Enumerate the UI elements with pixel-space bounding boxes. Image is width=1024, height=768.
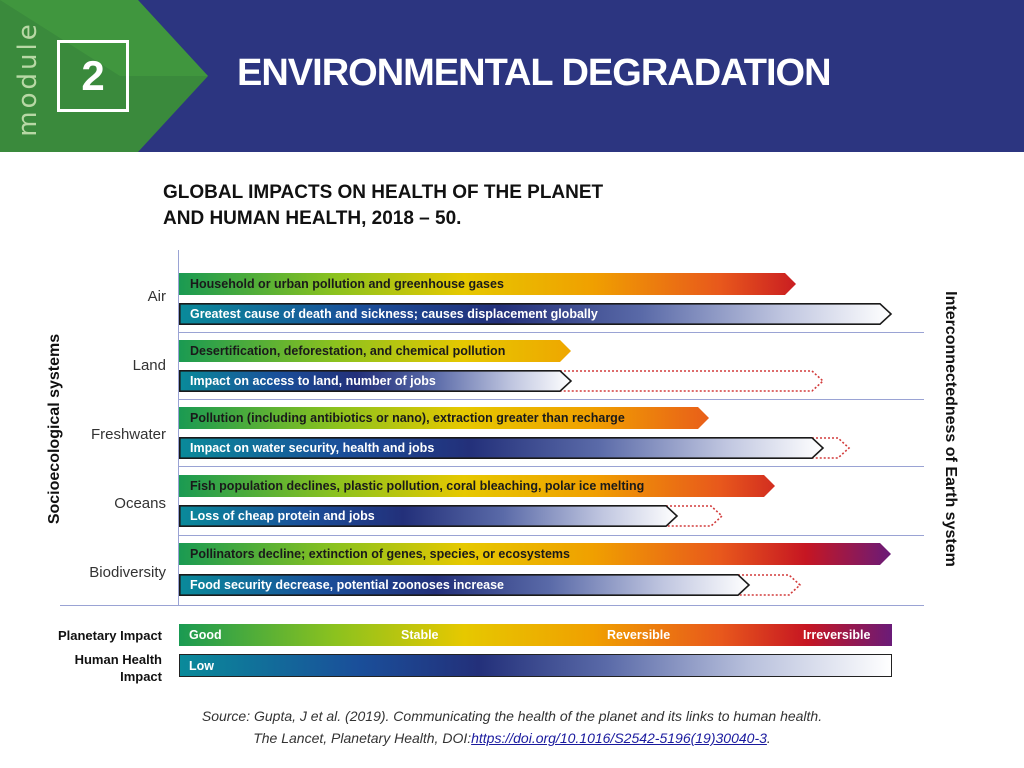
planetary-impact-bar-air: Household or urban pollution and greenho… xyxy=(179,273,796,295)
planetary-impact-text-land: Desertification, deforestation, and chem… xyxy=(190,344,506,358)
row-label-oceans: Oceans xyxy=(114,495,166,512)
human-impact-text-land: Impact on access to land, number of jobs xyxy=(190,374,436,388)
module-number: 2 xyxy=(57,40,129,112)
scale-low: Low xyxy=(189,659,214,673)
planetary-scale-bar: Good Stable Reversible Irreversible xyxy=(179,624,892,646)
human-health-impact-label-line-1: Human Health xyxy=(74,652,162,667)
planetary-impact-text-air: Household or urban pollution and greenho… xyxy=(190,277,504,291)
scale-good: Good xyxy=(189,628,222,642)
module-word: module xyxy=(13,21,43,137)
row-label-freshwater: Freshwater xyxy=(90,426,166,443)
row-separator xyxy=(60,605,924,606)
axis-line xyxy=(178,250,179,605)
scale-reversible: Reversible xyxy=(607,628,671,642)
diagram-title: GLOBAL IMPACTS ON HEALTH OF THE PLANET A… xyxy=(163,180,723,232)
human-impact-text-air: Greatest cause of death and sickness; ca… xyxy=(190,307,598,321)
source-suffix: . xyxy=(766,730,771,746)
human-impact-bar-oceans: Loss of cheap protein and jobs xyxy=(179,505,724,528)
planetary-impact-label: Planetary Impact xyxy=(57,628,162,643)
human-impact-bar-air: Greatest cause of death and sickness; ca… xyxy=(179,303,893,326)
human-health-impact-label: Human Health Impact xyxy=(12,651,162,685)
human-impact-bar-freshwater: Impact on water security, health and job… xyxy=(179,437,851,460)
planetary-impact-text-biodiversity: Pollinators decline; extinction of genes… xyxy=(190,547,570,561)
planetary-impact-bar-oceans: Fish population declines, plastic pollut… xyxy=(179,475,775,497)
row-label-air: Air xyxy=(147,288,166,305)
diagram-title-line-1: GLOBAL IMPACTS ON HEALTH OF THE PLANET xyxy=(163,182,604,203)
row-label-biodiversity: Biodiversity xyxy=(89,564,166,581)
row-label-land: Land xyxy=(132,357,166,374)
planetary-impact-bar-biodiversity: Pollinators decline; extinction of genes… xyxy=(179,543,891,565)
source-prefix: The Lancet, Planetary Health, DOI: xyxy=(253,730,472,746)
human-impact-text-oceans: Loss of cheap protein and jobs xyxy=(190,509,375,523)
human-impact-bar-land: Impact on access to land, number of jobs xyxy=(179,370,825,393)
source-citation: Source: Gupta, J et al. (2019). Communic… xyxy=(60,705,964,749)
row-separator xyxy=(178,399,924,400)
planetary-impact-text-oceans: Fish population declines, plastic pollut… xyxy=(190,479,645,493)
scale-stable: Stable xyxy=(401,628,439,642)
row-separator xyxy=(178,332,924,333)
source-line-2: The Lancet, Planetary Health, DOI:https:… xyxy=(60,727,964,749)
human-impact-text-biodiversity: Food security decrease, potential zoonos… xyxy=(190,578,504,592)
planetary-impact-bar-land: Desertification, deforestation, and chem… xyxy=(179,340,571,362)
diagram-title-line-2: AND HUMAN HEALTH, 2018 – 50. xyxy=(163,208,462,229)
planetary-impact-bar-freshwater: Pollution (including antibiotics or nano… xyxy=(179,407,709,429)
module-tab: module 2 xyxy=(0,0,210,152)
human-scale-bar: Low xyxy=(179,654,892,677)
axis-right-label: Interconnectedness of Earth system xyxy=(942,291,959,567)
human-impact-bar-biodiversity: Food security decrease, potential zoonos… xyxy=(179,574,802,597)
source-line-1: Source: Gupta, J et al. (2019). Communic… xyxy=(201,708,823,724)
human-health-impact-label-line-2: Impact xyxy=(120,669,162,684)
row-separator xyxy=(178,535,924,536)
human-impact-text-freshwater: Impact on water security, health and job… xyxy=(190,441,435,455)
planetary-impact-text-freshwater: Pollution (including antibiotics or nano… xyxy=(190,411,625,425)
doi-link[interactable]: https://doi.org/10.1016/S2542-5196(19)30… xyxy=(471,730,767,746)
scale-irreversible: Irreversible xyxy=(803,628,871,642)
page-title: ENVIRONMENTAL DEGRADATION xyxy=(237,52,832,94)
row-separator xyxy=(178,466,924,467)
